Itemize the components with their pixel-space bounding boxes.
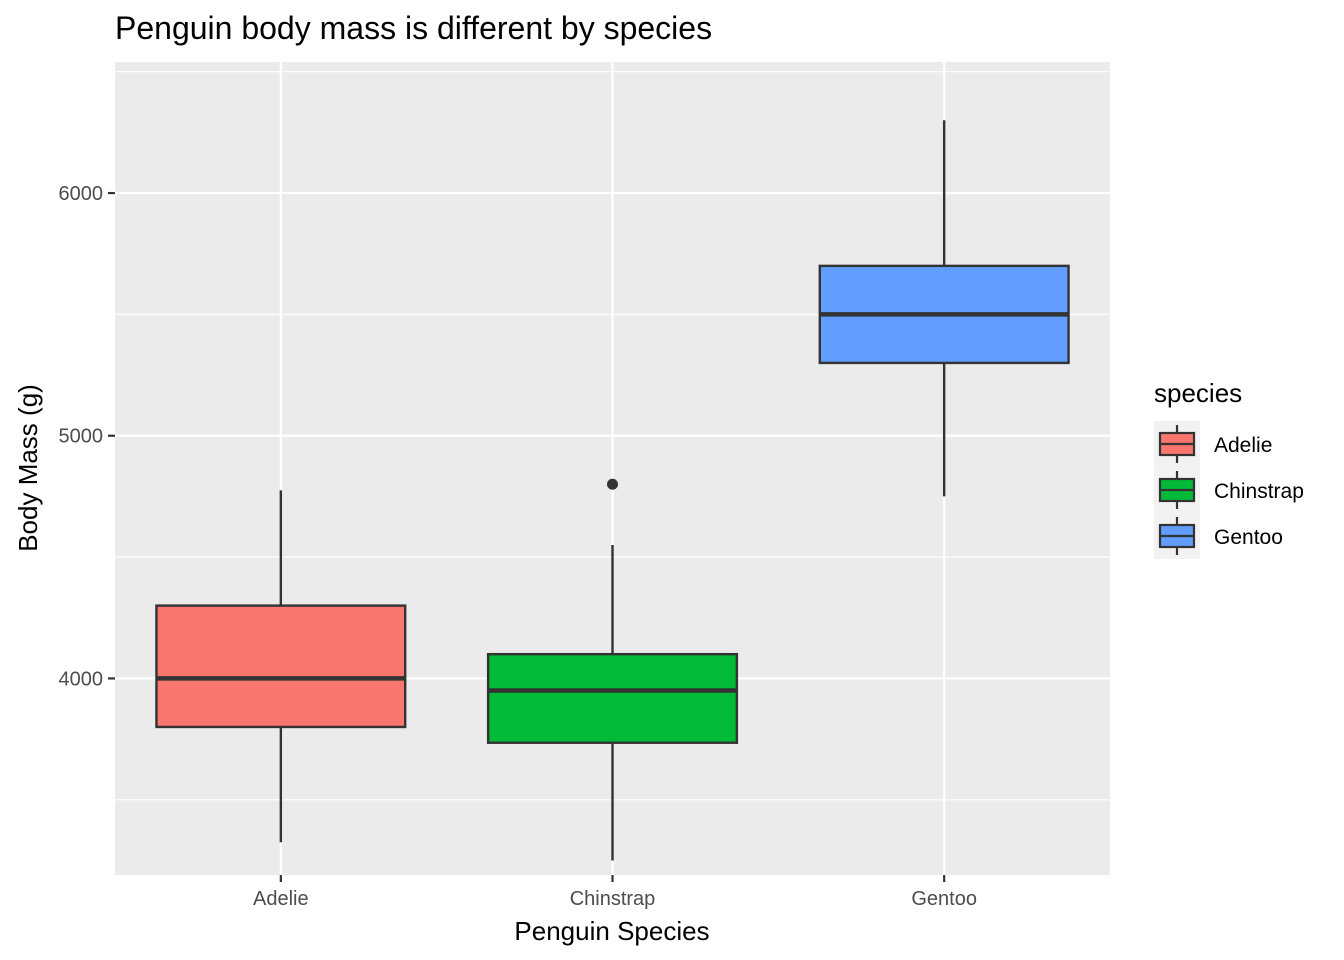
- y-tick-label: 5000: [59, 426, 104, 448]
- legend: species Adelie Chinstrap Gentoo: [1154, 378, 1304, 559]
- x-tick-label: Adelie: [253, 888, 309, 910]
- legend-label: Chinstrap: [1214, 480, 1304, 503]
- chart-title: Penguin body mass is different by specie…: [115, 10, 712, 46]
- boxplots: [155, 120, 1070, 861]
- y-tick-label: 6000: [59, 183, 104, 205]
- x-axis-title: Penguin Species: [514, 916, 709, 946]
- y-axis-title: Body Mass (g): [13, 384, 43, 552]
- legend-item-chinstrap: Chinstrap: [1154, 467, 1304, 513]
- boxplot-adelie: [155, 490, 407, 843]
- legend-label: Adelie: [1214, 434, 1272, 457]
- outlier-point: [607, 478, 618, 490]
- y-tick-label: 4000: [59, 668, 104, 690]
- boxplot-gentoo: [818, 120, 1070, 497]
- legend-item-gentoo: Gentoo: [1154, 513, 1283, 559]
- y-axis: 4000 5000 6000: [59, 183, 115, 690]
- legend-title: species: [1154, 378, 1242, 408]
- box: [486, 652, 739, 744]
- x-axis: Adelie Chinstrap Gentoo: [253, 875, 977, 910]
- legend-label: Gentoo: [1214, 526, 1283, 549]
- box: [155, 604, 407, 729]
- legend-item-adelie: Adelie: [1154, 421, 1272, 467]
- boxplot-chinstrap: [486, 478, 739, 861]
- x-tick-label: Gentoo: [911, 888, 977, 910]
- x-tick-label: Chinstrap: [570, 888, 656, 910]
